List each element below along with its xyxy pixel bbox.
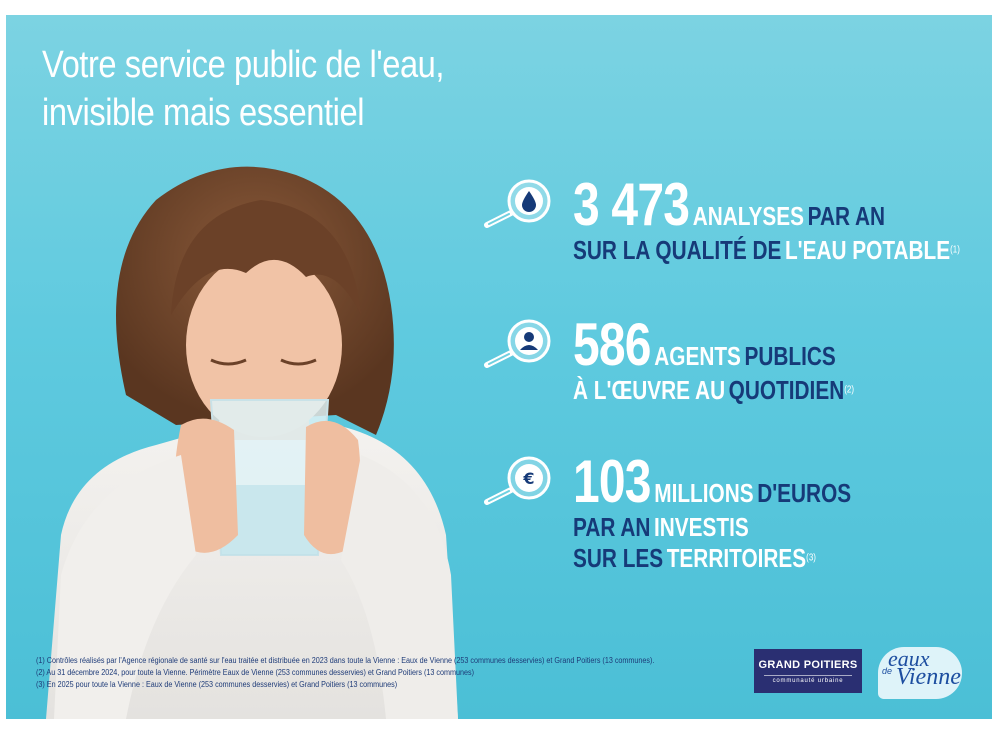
grand-poitiers-logo: GRAND POITIERS communauté urbaine (754, 649, 862, 693)
page-title: Votre service public de l'eau, invisible… (42, 41, 445, 137)
logo-word: de (882, 666, 893, 676)
stat-label-highlight: MILLIONS (654, 478, 754, 508)
title-line-2: invisible mais essentiel (42, 92, 365, 134)
logo-title: GRAND POITIERS (758, 659, 858, 671)
logo-subtitle: communauté urbaine (772, 678, 844, 684)
stat-label-highlight: INVESTIS (653, 512, 749, 542)
stat-label: PUBLICS (744, 341, 836, 371)
logo-word: Vienne (896, 664, 961, 690)
stat-label: PAR AN (807, 201, 886, 231)
stat-number: 103 (573, 448, 651, 515)
stat-label-highlight: ANALYSES (692, 201, 805, 231)
logo-word: eaux (888, 646, 930, 671)
magnifier-person-icon (481, 315, 553, 385)
stat-label: D'EUROS (757, 478, 852, 508)
eaux-de-vienne-logo: eaux de Vienne (876, 643, 976, 703)
magnifier-euro-icon: € (481, 452, 553, 522)
footnote-2: (2) Au 31 décembre 2024, pour toute la V… (36, 668, 474, 677)
footnote-ref: (2) (844, 384, 855, 396)
title-line-1: Votre service public de l'eau, (42, 44, 445, 86)
footnotes: (1) Contrôles réalisés par l'Agence régi… (36, 655, 654, 691)
stat-number: 586 (573, 311, 651, 378)
footnote-1: (1) Contrôles réalisés par l'Agence régi… (36, 656, 655, 665)
stat-label: SUR LES (573, 543, 664, 573)
footnote-ref: (1) (950, 244, 960, 256)
footnote-ref: (3) (806, 552, 816, 564)
magnifier-water-drop-icon (481, 175, 553, 245)
stat-label-highlight: TERRITOIRES (666, 543, 807, 573)
stat-label: QUOTIDIEN (728, 375, 845, 405)
stat-label-highlight: L'EAU POTABLE (784, 235, 951, 265)
stat-label-highlight: AGENTS (654, 341, 741, 371)
logo-bubble (878, 647, 962, 699)
stat-label: SUR LA QUALITÉ DE (573, 235, 782, 265)
logo-divider (764, 675, 852, 676)
stat-label-highlight: À L'ŒUVRE AU (573, 375, 726, 405)
stat-label: PAR AN (573, 512, 651, 542)
child-drinking-water-photo (46, 166, 458, 719)
poster: Votre service public de l'eau, invisible… (6, 15, 992, 719)
footnote-3: (3) En 2025 pour toute la Vienne : Eaux … (36, 680, 398, 689)
svg-text:€: € (522, 469, 534, 488)
stat-number: 3 473 (573, 171, 690, 238)
